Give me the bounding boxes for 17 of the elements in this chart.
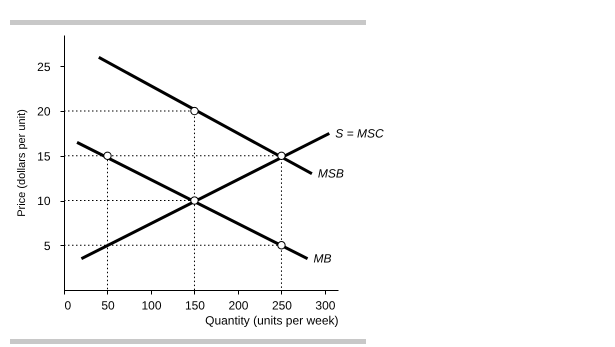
x-tick-label: 100 xyxy=(141,298,162,312)
x-tick-label: 300 xyxy=(315,298,336,312)
y-tick-label: 10 xyxy=(37,194,51,208)
x-tick-label: 200 xyxy=(228,298,249,312)
x-axis-title: Quantity (units per week) xyxy=(205,314,338,328)
y-axis-title: Price (dollars per unit) xyxy=(16,109,28,217)
series-label: S = MSC xyxy=(335,126,384,140)
x-tick-label: 250 xyxy=(272,298,292,312)
y-tick-label: 5 xyxy=(44,238,51,253)
series-label: MSB xyxy=(318,166,344,181)
y-tick-label: 25 xyxy=(37,60,51,74)
x-tick-label: 50 xyxy=(101,298,115,312)
y-tick-label: 15 xyxy=(37,149,51,164)
x-tick-label: 150 xyxy=(184,298,206,312)
y-tick-label: 20 xyxy=(37,104,51,119)
x-tick-label: 0 xyxy=(64,298,72,312)
series-label: MB xyxy=(314,252,332,266)
